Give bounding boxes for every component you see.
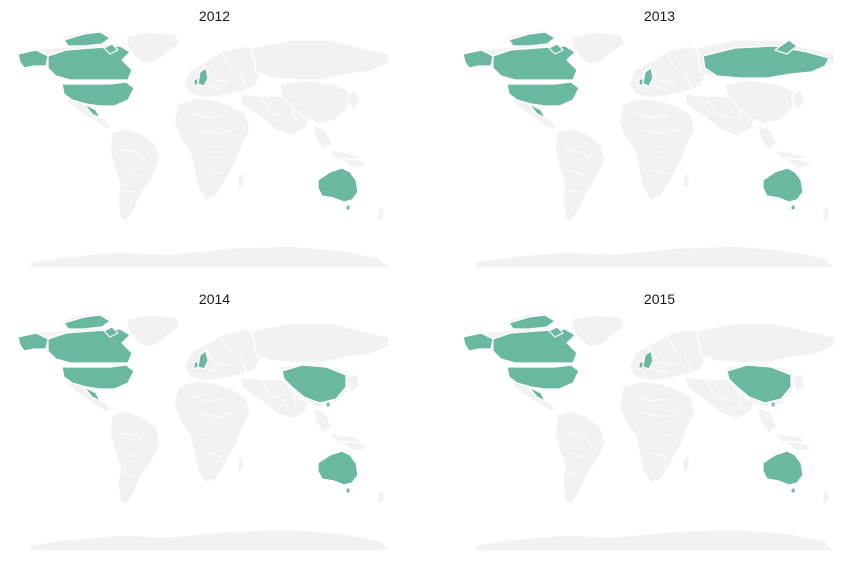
panel-2015: 2015: [445, 283, 858, 570]
panel-2012: 2012: [0, 0, 429, 287]
country-australia: [762, 450, 804, 494]
panel-2013: 2013: [445, 0, 858, 287]
panel-title: 2013: [643, 8, 676, 24]
panel-title: 2014: [198, 291, 231, 307]
world-map: [17, 312, 391, 552]
world-map: [462, 312, 836, 552]
country-australia: [762, 167, 804, 211]
panel-title: 2015: [643, 291, 676, 307]
world-map: [462, 29, 836, 269]
panel-2014: 2014: [0, 283, 429, 570]
country-australia: [317, 450, 359, 494]
panel-title: 2012: [198, 8, 231, 24]
country-australia: [317, 167, 359, 211]
world-map: [17, 29, 391, 269]
